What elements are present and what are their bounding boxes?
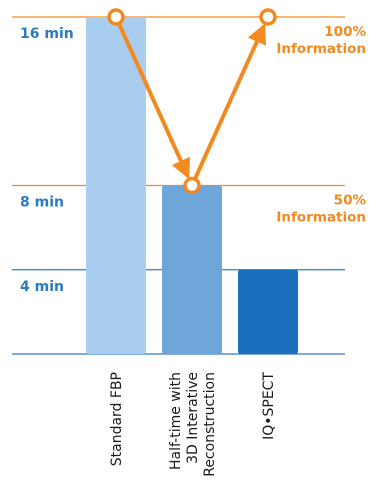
category-label-1-line-2: Reconstruction (202, 372, 218, 477)
ytick-label-8: 8 min (20, 195, 64, 211)
marker-circle-2 (259, 8, 277, 26)
marker-circle-0 (107, 8, 125, 26)
annotation-1-line-0: 50% (334, 193, 367, 209)
category-label-0-line-0: Standard FBP (109, 372, 125, 466)
annotation-0-line-1: Information (276, 41, 366, 57)
bar-2 (238, 269, 298, 354)
ytick-label-16: 16 min (20, 26, 74, 42)
ytick-label-4: 4 min (20, 279, 64, 295)
arrow-down (114, 15, 191, 180)
category-label-1-line-0: Half-time with (168, 372, 184, 470)
annotation-1-line-1: Information (276, 210, 366, 226)
bar-0 (86, 17, 146, 354)
category-label-1-line-1: 3D Interative (185, 372, 201, 464)
annotation-0-line-0: 100% (324, 24, 366, 40)
arrow-up (190, 23, 267, 188)
bar-1 (162, 185, 222, 354)
category-label-2-line-0: IQ•SPECT (261, 372, 277, 440)
marker-circle-1 (183, 176, 201, 195)
